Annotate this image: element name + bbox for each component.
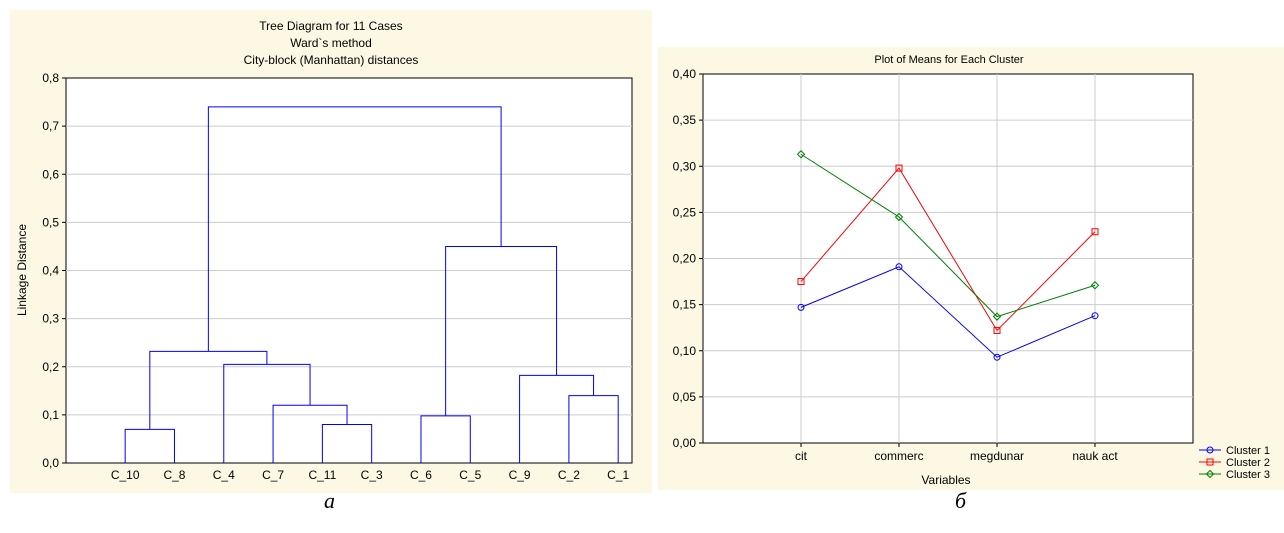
caption-left: а [324, 488, 335, 513]
dendrogram-leaf-label: C_10 [111, 468, 140, 482]
dendrogram-leaf-label: C_8 [163, 468, 185, 482]
legend-marker [1205, 469, 1215, 479]
dendrogram-gridlines [66, 125, 632, 416]
dendrogram-y-tick-label: 0,2 [42, 360, 59, 374]
dendrogram-leaf-label: C_3 [361, 468, 383, 482]
dendrogram-y-tick-label: 0,1 [42, 408, 59, 422]
means-series-line [800, 266, 1096, 358]
dendrogram-link [207, 106, 502, 352]
dendrogram-ylabel: Linkage Distance [15, 224, 29, 316]
means-y-tick-label: 0,25 [673, 205, 697, 219]
legend-marker [1206, 458, 1214, 466]
dendrogram-leaf-labels: C_10 C_8 C_4 C_7 C_11 C_3 C_6 C_5 C_9 C_2 C_1 [111, 468, 630, 482]
means-data-point [796, 150, 806, 159]
dendrogram-leaf-label: C_6 [410, 468, 432, 482]
means-y-tick-label: 0,10 [673, 344, 697, 358]
means-y-tick-label: 0,40 [673, 67, 697, 81]
dendrogram-leaf-label: C_5 [459, 468, 481, 482]
dendrogram-leaf-label: C_2 [558, 468, 580, 482]
dendrogram-y-tick-label: 0,8 [42, 71, 59, 85]
means-data-point [894, 212, 904, 222]
means-data-point [1091, 228, 1099, 236]
means-series-group [797, 263, 1099, 361]
dendrogram-title: Tree Diagram for 11 Cases [259, 19, 402, 33]
means-series-line [800, 167, 1096, 332]
means-y-tick-label: 0,15 [673, 298, 697, 312]
means-y-ticks: 0,00 0,05 0,10 0,15 0,20 0,25 0,30 0,35 0,40 [673, 67, 703, 450]
means-series-group [796, 150, 1100, 321]
means-title: Plot of Means for Each Cluster [874, 54, 1024, 66]
legend-marker [1206, 446, 1214, 454]
means-xlabel: Variables [921, 473, 970, 487]
dendrogram-y-tick-label: 0,3 [42, 312, 59, 326]
dendrogram-y-tick-label: 0,7 [42, 119, 59, 133]
dendrogram-links [124, 106, 619, 463]
means-data-point [797, 278, 805, 286]
dendrogram-y-tick-label: 0,5 [42, 215, 59, 229]
caption-right: б [955, 488, 967, 513]
means-gridlines [703, 74, 1193, 443]
means-data-point [1091, 312, 1099, 320]
dendrogram-leaf-label: C_4 [213, 468, 235, 482]
means-x-tick-label: nauk act [1072, 449, 1118, 463]
means-series-line [800, 153, 1096, 318]
dendrogram-leaf-label: C_7 [262, 468, 284, 482]
means-y-tick-label: 0,30 [673, 159, 697, 173]
means-x-tick-label: commerc [874, 449, 923, 463]
means-y-tick-label: 0,20 [673, 252, 697, 266]
means-data-point [992, 312, 1002, 321]
means-y-tick-label: 0,35 [673, 113, 697, 127]
means-series-group [797, 164, 1099, 334]
means-data-point [993, 353, 1001, 361]
dendrogram-subtitle-method: Ward`s method [290, 36, 372, 50]
means-data-point [895, 164, 903, 172]
means-x-tick-label: cit [795, 449, 808, 463]
means-x-tick-label: megdunar [970, 449, 1024, 463]
means-data-point [797, 303, 805, 311]
dendrogram-y-tick-label: 0,0 [42, 456, 59, 470]
dendrogram-subtitle-distance: City-block (Manhattan) distances [244, 53, 419, 67]
dendrogram-y-ticks: 0,0 0,1 0,2 0,3 0,4 0,5 0,6 0,7 0,8 [42, 71, 66, 470]
legend-label: Cluster 2 [1226, 457, 1270, 469]
means-data-point [1090, 281, 1100, 290]
means-data-point [993, 326, 1001, 334]
means-x-ticks: cit commerc megdunar nauk act [795, 443, 1118, 463]
means-y-tick-label: 0,05 [673, 390, 697, 404]
legend-label: Cluster 3 [1226, 469, 1270, 481]
dendrogram-leaf-label: C_1 [607, 468, 629, 482]
legend-label: Cluster 1 [1226, 445, 1270, 457]
means-data-point [895, 263, 903, 271]
dendrogram-leaf-label: C_11 [308, 468, 336, 482]
dendrogram-y-tick-label: 0,6 [42, 167, 59, 181]
means-series [796, 150, 1100, 361]
dendrogram-y-tick-label: 0,4 [42, 264, 59, 278]
means-y-tick-label: 0,00 [673, 436, 697, 450]
dendrogram-leaf-label: C_9 [509, 468, 531, 482]
